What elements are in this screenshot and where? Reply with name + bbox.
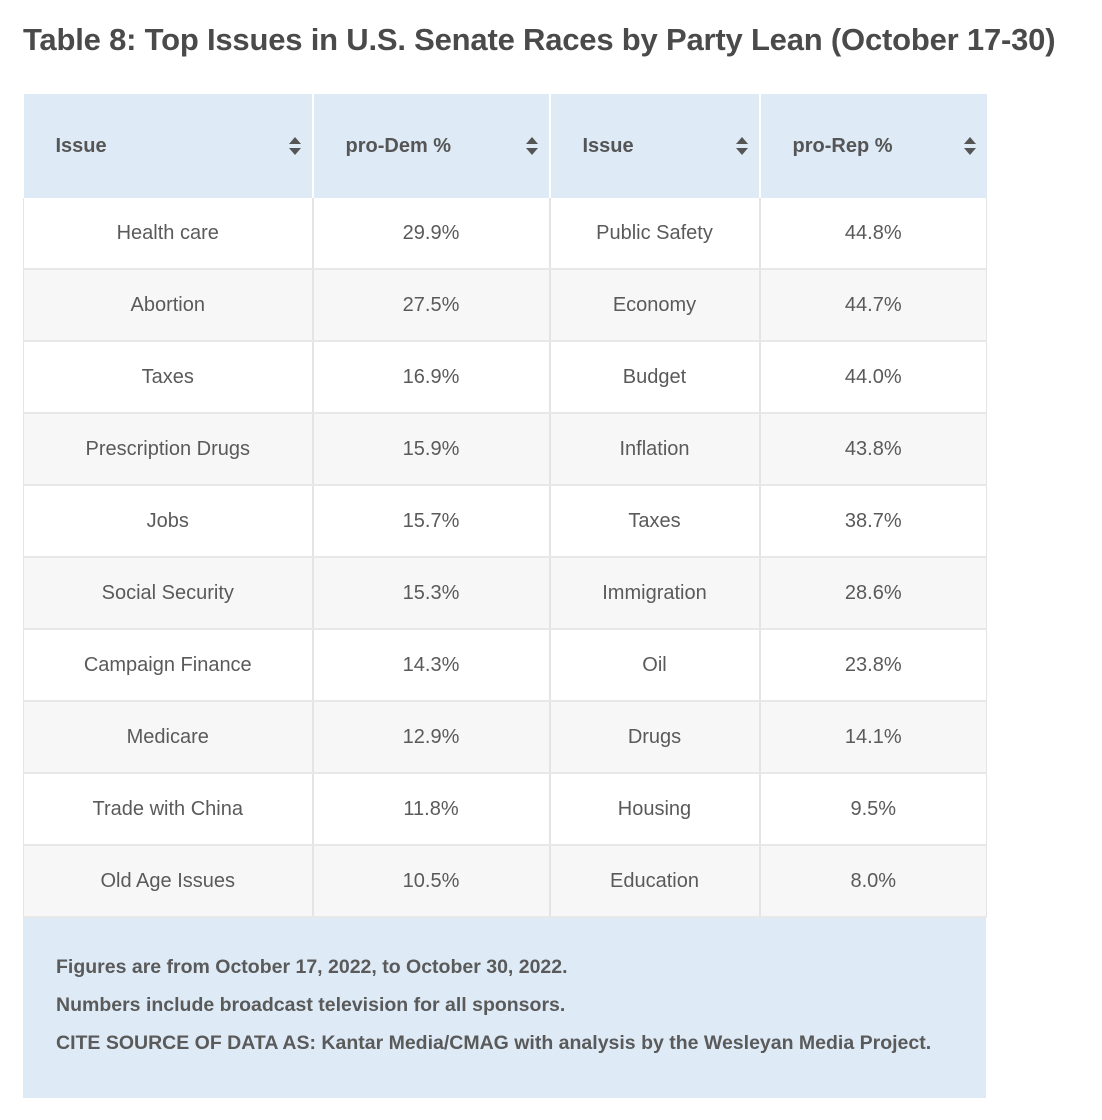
table-row: Prescription Drugs 15.9% Inflation 43.8% [23, 413, 987, 486]
pro-rep-value-cell: 9.5% [759, 773, 987, 846]
column-header-pro-dem[interactable]: pro-Dem % [312, 94, 551, 198]
pro-dem-value-cell: 15.3% [312, 557, 551, 630]
pro-dem-value-cell: 14.3% [312, 629, 551, 702]
dem-issue-cell: Prescription Drugs [23, 413, 314, 486]
table-footnote: Figures are from October 17, 2022, to Oc… [23, 918, 986, 1098]
column-header-label: Issue [55, 134, 107, 157]
column-header-pro-rep[interactable]: pro-Rep % [759, 94, 987, 198]
pro-rep-value-cell: 44.8% [759, 198, 987, 270]
table-row: Jobs 15.7% Taxes 38.7% [23, 485, 987, 558]
rep-issue-cell: Economy [549, 269, 761, 342]
issues-table: Issue pro-Dem % Issue pro-Rep % Health c… [23, 94, 987, 918]
rep-issue-cell: Taxes [549, 485, 761, 558]
table-row: Abortion 27.5% Economy 44.7% [23, 269, 987, 342]
footnote-date-range: Figures are from October 17, 2022, to Oc… [56, 956, 568, 978]
dem-issue-cell: Abortion [23, 269, 314, 342]
pro-dem-value-cell: 27.5% [312, 269, 551, 342]
rep-issue-cell: Immigration [549, 557, 761, 630]
table-header-row: Issue pro-Dem % Issue pro-Rep % [23, 94, 987, 198]
rep-issue-cell: Inflation [549, 413, 761, 486]
sort-icon[interactable] [735, 136, 749, 156]
sort-icon[interactable] [288, 136, 302, 156]
dem-issue-cell: Campaign Finance [23, 629, 314, 702]
page-title: Table 8: Top Issues in U.S. Senate Races… [23, 22, 1056, 57]
table-row: Health care 29.9% Public Safety 44.8% [23, 198, 987, 270]
pro-dem-value-cell: 15.9% [312, 413, 551, 486]
column-header-label: pro-Dem % [345, 134, 452, 157]
sort-icon[interactable] [963, 136, 977, 156]
dem-issue-cell: Social Security [23, 557, 314, 630]
sort-icon[interactable] [525, 136, 539, 156]
table-row: Trade with China 11.8% Housing 9.5% [23, 773, 987, 846]
pro-rep-value-cell: 8.0% [759, 845, 987, 918]
dem-issue-cell: Jobs [23, 485, 314, 558]
table-row: Medicare 12.9% Drugs 14.1% [23, 701, 987, 774]
table-row: Social Security 15.3% Immigration 28.6% [23, 557, 987, 630]
pro-rep-value-cell: 14.1% [759, 701, 987, 774]
rep-issue-cell: Housing [549, 773, 761, 846]
dem-issue-cell: Old Age Issues [23, 845, 314, 918]
rep-issue-cell: Oil [549, 629, 761, 702]
pro-rep-value-cell: 28.6% [759, 557, 987, 630]
pro-rep-value-cell: 44.7% [759, 269, 987, 342]
footnote-broadcast-note: Numbers include broadcast television for… [56, 994, 566, 1016]
table-row: Old Age Issues 10.5% Education 8.0% [23, 845, 987, 918]
pro-rep-value-cell: 38.7% [759, 485, 987, 558]
table-row: Campaign Finance 14.3% Oil 23.8% [23, 629, 987, 702]
pro-dem-value-cell: 12.9% [312, 701, 551, 774]
rep-issue-cell: Budget [549, 341, 761, 414]
dem-issue-cell: Health care [23, 198, 314, 270]
pro-dem-value-cell: 15.7% [312, 485, 551, 558]
rep-issue-cell: Drugs [549, 701, 761, 774]
column-header-label: Issue [582, 134, 634, 157]
rep-issue-cell: Public Safety [549, 198, 761, 270]
column-header-label: pro-Rep % [792, 134, 893, 157]
table-row: Taxes 16.9% Budget 44.0% [23, 341, 987, 414]
dem-issue-cell: Taxes [23, 341, 314, 414]
footnote-citation: CITE SOURCE OF DATA AS: Kantar Media/CMA… [56, 1032, 932, 1054]
pro-dem-value-cell: 16.9% [312, 341, 551, 414]
pro-rep-value-cell: 43.8% [759, 413, 987, 486]
dem-issue-cell: Trade with China [23, 773, 314, 846]
pro-dem-value-cell: 11.8% [312, 773, 551, 846]
pro-rep-value-cell: 44.0% [759, 341, 987, 414]
column-header-rep-issue[interactable]: Issue [549, 94, 761, 198]
column-header-dem-issue[interactable]: Issue [23, 94, 314, 198]
pro-dem-value-cell: 29.9% [312, 198, 551, 270]
pro-dem-value-cell: 10.5% [312, 845, 551, 918]
pro-rep-value-cell: 23.8% [759, 629, 987, 702]
rep-issue-cell: Education [549, 845, 761, 918]
dem-issue-cell: Medicare [23, 701, 314, 774]
